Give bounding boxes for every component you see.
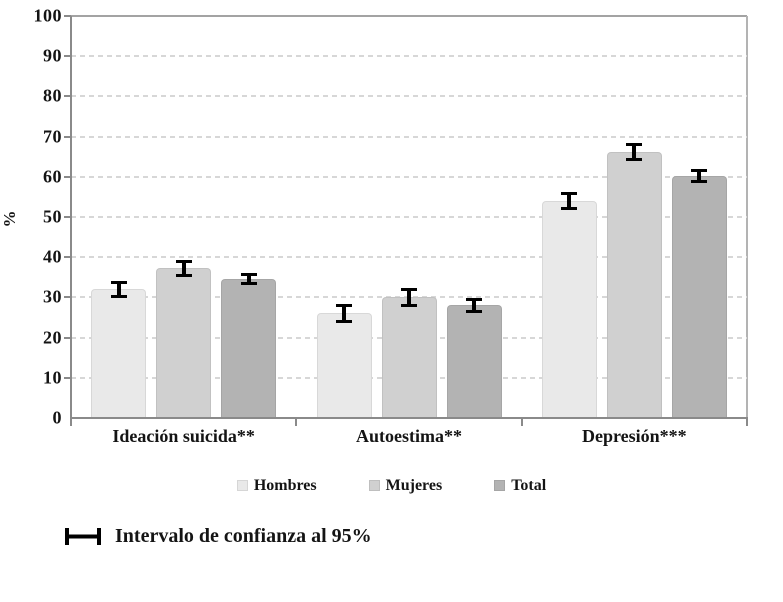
x-axis-line xyxy=(70,417,748,419)
bar-total xyxy=(221,278,277,418)
gridline xyxy=(71,95,747,98)
legend-label: Total xyxy=(511,477,547,494)
gridline xyxy=(71,175,747,178)
y-axis-tick xyxy=(64,15,71,17)
y-tick-label: 80 xyxy=(43,85,62,106)
category-label: Autoestima** xyxy=(355,426,462,446)
error-bar xyxy=(561,192,578,210)
y-axis-tick xyxy=(64,175,71,178)
legend-swatch xyxy=(236,479,248,491)
x-axis-category-labels: Ideación suicida** Autoestima** Depresión*… xyxy=(71,426,747,450)
gridline xyxy=(71,55,747,58)
y-axis-tick xyxy=(64,296,71,299)
ci-note: Intervalo de confianza al 95% xyxy=(65,525,372,548)
bar-mujeres xyxy=(156,268,212,418)
y-axis-tick xyxy=(64,376,71,379)
gridline xyxy=(71,216,747,218)
y-tick-label: 30 xyxy=(43,286,62,307)
legend: Hombres Mujeres Total xyxy=(0,475,783,497)
error-bar xyxy=(240,272,257,285)
plot-area xyxy=(64,15,748,426)
bar-mujeres xyxy=(381,297,437,418)
y-axis-tick xyxy=(64,336,71,339)
bar-hombres xyxy=(91,289,147,418)
y-tick-label: 60 xyxy=(43,166,62,187)
y-tick-label: 50 xyxy=(43,206,62,227)
ci-note-text: Intervalo de confianza al 95% xyxy=(115,525,372,547)
y-tick-label: 20 xyxy=(43,327,62,348)
y-tick-label: 90 xyxy=(43,45,62,66)
x-axis-tick xyxy=(520,419,523,426)
error-bar xyxy=(691,168,708,184)
legend-swatch xyxy=(368,479,380,491)
error-bar xyxy=(175,259,192,278)
legend-item: Total xyxy=(494,477,546,495)
y-tick-label: 40 xyxy=(43,246,62,267)
y-tick-label: 0 xyxy=(52,407,62,428)
bar-mujeres xyxy=(606,151,662,418)
error-bar xyxy=(336,303,352,324)
gridline xyxy=(71,256,747,259)
x-axis-tick xyxy=(295,419,298,426)
y-axis-tick xyxy=(64,135,71,138)
y-axis-tick xyxy=(64,256,71,259)
bar-total xyxy=(671,176,727,418)
legend-label: Hombres xyxy=(253,477,317,494)
plot-border-right xyxy=(746,16,748,418)
error-bar-icon xyxy=(65,528,101,545)
legend-swatch xyxy=(494,479,506,491)
y-axis-line xyxy=(70,16,72,418)
bar-total xyxy=(446,305,502,418)
legend-item: Hombres xyxy=(236,477,317,495)
plot-border-top xyxy=(71,15,747,17)
y-tick-label: 10 xyxy=(43,367,62,388)
gridline xyxy=(71,135,747,138)
y-axis-tick xyxy=(64,95,71,98)
y-axis-tick-labels: 0 10 20 30 40 50 60 70 80 90 100 xyxy=(0,6,62,428)
y-tick-label: 100 xyxy=(33,5,62,26)
error-bar xyxy=(110,280,127,299)
bar-hombres xyxy=(541,200,597,418)
category-label: Ideación suicida** xyxy=(112,426,255,446)
error-bar xyxy=(466,297,482,314)
error-bar xyxy=(401,288,417,307)
error-bar xyxy=(626,143,643,161)
legend-label: Mujeres xyxy=(385,477,443,494)
y-tick-label: 70 xyxy=(43,126,62,147)
legend-item: Mujeres xyxy=(368,477,443,495)
x-axis-tick xyxy=(70,419,72,426)
y-axis-tick xyxy=(64,55,71,58)
category-label: Depresión*** xyxy=(581,426,687,446)
y-axis-tick xyxy=(64,216,71,218)
bar-hombres xyxy=(316,313,372,418)
x-axis-tick xyxy=(746,419,748,426)
